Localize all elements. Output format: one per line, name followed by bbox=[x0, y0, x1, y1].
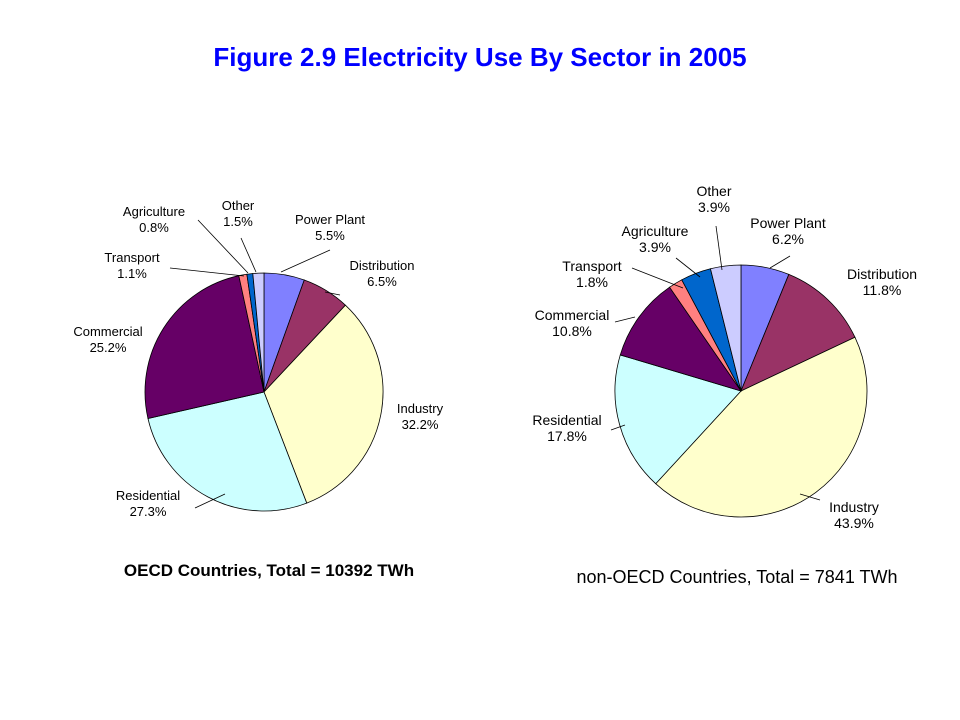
oecd-label-residential: Residential bbox=[116, 488, 180, 503]
non-oecd-leader-line-residential bbox=[610, 424, 626, 431]
oecd-leader-line-transport bbox=[169, 267, 245, 277]
non-oecd-slice-commercial bbox=[619, 286, 742, 392]
non-oecd-slice-distribution bbox=[740, 273, 856, 392]
oecd-value-commercial: 25.2% bbox=[90, 340, 127, 355]
oecd-value-distribution: 6.5% bbox=[367, 274, 397, 289]
oecd-value-other: 1.5% bbox=[223, 214, 253, 229]
non-oecd-slice-industry bbox=[655, 336, 868, 518]
oecd-total-caption: OECD Countries, Total = 10392 TWh bbox=[124, 561, 414, 580]
oecd-value-industry: 32.2% bbox=[402, 417, 439, 432]
non-oecd-label-industry: Industry bbox=[829, 499, 879, 515]
non-oecd-value-agriculture: 3.9% bbox=[639, 239, 671, 255]
non-oecd-total-caption: non-OECD Countries, Total = 7841 TWh bbox=[577, 567, 898, 587]
non-oecd-value-commercial: 10.8% bbox=[552, 323, 592, 339]
oecd-value-agriculture: 0.8% bbox=[139, 220, 169, 235]
non-oecd-leader-line-commercial bbox=[614, 316, 636, 323]
non-oecd-leader-line-agriculture bbox=[675, 257, 701, 278]
non-oecd-leader-line-other bbox=[715, 225, 723, 271]
non-oecd-value-distribution: 11.8% bbox=[863, 282, 902, 298]
oecd-slice-industry bbox=[263, 304, 384, 504]
oecd-label-power-plant: Power Plant bbox=[295, 212, 365, 227]
oecd-slice-other bbox=[252, 272, 265, 393]
oecd-value-transport: 1.1% bbox=[117, 266, 147, 281]
oecd-value-residential: 27.3% bbox=[130, 504, 167, 519]
non-oecd-value-power-plant: 6.2% bbox=[772, 231, 804, 247]
non-oecd-label-distribution: Distribution bbox=[847, 266, 917, 282]
oecd-label-transport: Transport bbox=[104, 250, 160, 265]
non-oecd-leader-line-power-plant bbox=[769, 255, 791, 269]
oecd-leader-line-distribution bbox=[324, 291, 341, 296]
non-oecd-value-transport: 1.8% bbox=[576, 274, 608, 290]
non-oecd-slice-other bbox=[709, 264, 742, 392]
oecd-label-agriculture: Agriculture bbox=[123, 204, 185, 219]
non-oecd-value-other: 3.9% bbox=[698, 199, 730, 215]
non-oecd-label-agriculture: Agriculture bbox=[622, 223, 689, 239]
oecd-leader-line-agriculture bbox=[197, 219, 249, 274]
non-oecd-leader-line-transport bbox=[631, 267, 684, 289]
oecd-label-other: Other bbox=[222, 198, 255, 213]
non-oecd-label-other: Other bbox=[696, 183, 731, 199]
oecd-label-distribution: Distribution bbox=[349, 258, 414, 273]
non-oecd-label-transport: Transport bbox=[562, 258, 622, 274]
non-oecd-slice-residential bbox=[614, 354, 742, 485]
oecd-label-industry: Industry bbox=[397, 401, 444, 416]
oecd-leader-line-residential bbox=[194, 493, 226, 509]
non-oecd-leader-line-industry bbox=[799, 493, 821, 501]
non-oecd-value-residential: 17.8% bbox=[547, 428, 587, 444]
non-oecd-label-commercial: Commercial bbox=[535, 307, 610, 323]
non-oecd-label-residential: Residential bbox=[532, 412, 601, 428]
non-oecd-value-industry: 43.9% bbox=[834, 515, 874, 531]
non-oecd-label-power-plant: Power Plant bbox=[750, 215, 826, 231]
oecd-value-power-plant: 5.5% bbox=[315, 228, 345, 243]
oecd-leader-line-other bbox=[240, 237, 257, 273]
page-title: Figure 2.9 Electricity Use By Sector in … bbox=[213, 42, 747, 72]
oecd-slice-residential bbox=[147, 391, 308, 512]
oecd-label-commercial: Commercial bbox=[73, 324, 142, 339]
oecd-leader-line-power-plant bbox=[280, 249, 331, 273]
oecd-slice-commercial bbox=[144, 275, 265, 419]
